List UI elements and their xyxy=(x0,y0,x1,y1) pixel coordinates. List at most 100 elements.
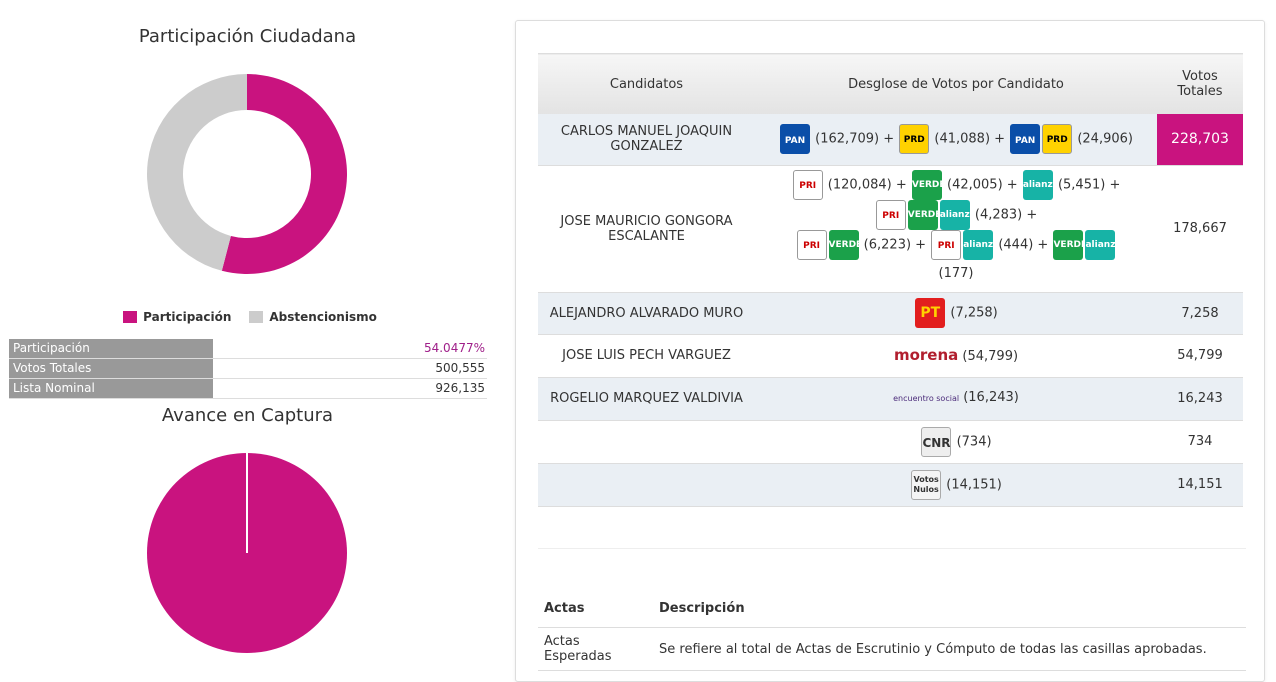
row-unregistered-candidates: CNR (734) 734 xyxy=(538,420,1243,464)
candidate-row-marquez: ROGELIO MARQUEZ VALDIVIA encuentro socia… xyxy=(538,377,1243,421)
breakdown-votes: (4,283) + xyxy=(974,207,1038,222)
null-votes-logo-icon: Votos Nulos xyxy=(911,469,942,500)
actas-header-row: Actas Descripción xyxy=(538,589,1246,628)
abstention-slice[interactable] xyxy=(147,74,247,271)
breakdown-votes: (7,258) xyxy=(950,305,998,321)
candidate-row-gongora: JOSE MAURICIO GONGORA ESCALANTE PRI (120… xyxy=(538,165,1243,293)
header-total-votes: Votos Totales xyxy=(1157,53,1243,114)
total-votes: 16,243 xyxy=(1157,377,1243,421)
prd-logo-icon: PRD xyxy=(1042,124,1073,155)
verde-logo-icon: VERDE xyxy=(911,169,946,200)
left-column: Participación Ciudadana Participación Ab… xyxy=(0,0,500,654)
verde-logo-icon: VERDE xyxy=(907,199,941,230)
actas-description: Se refiere al total de Actas de Escrutin… xyxy=(653,627,1246,671)
legend-item-abstention[interactable]: Abstencionismo xyxy=(249,310,377,324)
pan-logo-icon: PAN xyxy=(780,124,811,155)
header-descripcion: Descripción xyxy=(653,589,1246,628)
candidate-name xyxy=(538,463,755,507)
null-votes-logo-line1: Votos xyxy=(913,474,939,484)
verde-logo-icon: VERDE xyxy=(828,229,862,260)
stat-value: 926,135 xyxy=(435,381,485,395)
pri-logo-icon: PRI xyxy=(931,229,962,260)
legend-swatch-participation xyxy=(123,311,138,323)
legend-item-participation[interactable]: Participación xyxy=(123,310,231,324)
stat-label: Votos Totales xyxy=(9,359,213,378)
pri-logo-icon: PRI xyxy=(796,229,827,260)
total-votes-winner: 228,703 xyxy=(1157,114,1243,166)
vote-breakdown: Votos Nulos (14,151) xyxy=(755,463,1157,507)
breakdown-votes: (177) xyxy=(938,265,974,281)
participation-legend: Participación Abstencionismo xyxy=(0,310,500,324)
legend-swatch-abstention xyxy=(249,311,264,323)
vote-breakdown: PT (7,258) xyxy=(755,292,1157,335)
participation-slice[interactable] xyxy=(221,74,347,274)
results-panel: Candidatos Desglose de Votos por Candida… xyxy=(515,20,1265,682)
verde-logo-icon: VERDE xyxy=(1053,229,1087,260)
breakdown-votes: (120,084) + xyxy=(827,177,907,192)
candidate-name xyxy=(538,420,755,464)
results-table: Candidatos Desglose de Votos por Candida… xyxy=(538,53,1243,507)
actas-name: Actas Esperadas xyxy=(538,627,653,671)
candidate-row-pech: JOSE LUIS PECH VARGUEZ morena (54,799) 5… xyxy=(538,334,1243,378)
candidate-row-joaquin: CARLOS MANUEL JOAQUIN GONZALEZ PAN (162,… xyxy=(538,114,1243,166)
cnr-logo-icon: CNR xyxy=(921,426,952,457)
candidate-row-alvarado: ALEJANDRO ALVARADO MURO PT (7,258) 7,258 xyxy=(538,292,1243,335)
candidate-name: JOSE MAURICIO GONGORA ESCALANTE xyxy=(538,165,755,293)
total-votes: 734 xyxy=(1157,420,1243,464)
actas-row: Actas Esperadas Se refiere al total de A… xyxy=(538,627,1246,671)
header-candidates: Candidatos xyxy=(538,53,755,114)
pan-logo-icon: PAN xyxy=(1010,124,1041,155)
total-votes: 14,151 xyxy=(1157,463,1243,507)
breakdown-votes: (54,799) xyxy=(962,348,1019,364)
legend-label-participation: Participación xyxy=(143,310,232,324)
pri-logo-icon: PRI xyxy=(792,169,823,200)
participation-donut-chart xyxy=(147,74,347,274)
header-total-votes-line2: Totales xyxy=(1177,84,1223,99)
null-votes-logo-line2: Nulos xyxy=(913,484,939,494)
breakdown-votes: (162,709) + xyxy=(815,131,895,147)
encuentro-social-logo-icon: encuentro social xyxy=(893,394,960,403)
stats-table: Participación 54.0477% Votos Totales 500… xyxy=(9,339,487,399)
pri-logo-icon: PRI xyxy=(875,199,906,230)
candidate-name: CARLOS MANUEL JOAQUIN GONZALEZ xyxy=(538,114,755,166)
pt-logo-icon: PT xyxy=(915,298,946,328)
stat-value: 500,555 xyxy=(435,361,485,375)
participation-chart-title: Participación Ciudadana xyxy=(138,26,357,47)
results-header-row: Candidatos Desglose de Votos por Candida… xyxy=(538,53,1243,114)
capture-progress-pie-chart xyxy=(147,453,347,653)
breakdown-votes: (42,005) + xyxy=(947,177,1018,192)
prd-logo-icon: PRD xyxy=(899,124,930,155)
breakdown-votes: (5,451) + xyxy=(1057,177,1121,192)
stat-label: Participación xyxy=(9,339,213,358)
breakdown-votes: (14,151) xyxy=(946,477,1002,492)
vote-breakdown: PRI (120,084) + VERDE (42,005) + alianza… xyxy=(755,165,1157,293)
total-votes: 178,667 xyxy=(1157,165,1243,293)
capture-progress-title: Avance en Captura xyxy=(161,405,334,426)
breakdown-votes: (16,243) xyxy=(963,390,1019,405)
row-null-votes: Votos Nulos (14,151) 14,151 xyxy=(538,463,1243,507)
actas-table: Actas Descripción Actas Esperadas Se ref… xyxy=(538,589,1246,671)
breakdown-votes: (6,223) + xyxy=(863,237,927,252)
breakdown-votes: (444) + xyxy=(998,237,1049,252)
alianza-logo-icon: alianza xyxy=(963,229,999,260)
section-divider xyxy=(538,548,1246,549)
breakdown-votes: (41,088) + xyxy=(934,131,1006,147)
alianza-logo-icon: alianza xyxy=(1085,229,1122,260)
stat-row-total-votes: Votos Totales 500,555 xyxy=(9,359,487,379)
stat-row-nominal-list: Lista Nominal 926,135 xyxy=(9,379,487,399)
breakdown-votes: (24,906) xyxy=(1077,131,1133,147)
alianza-logo-icon: alianza xyxy=(939,199,976,230)
header-total-votes-line1: Votos xyxy=(1182,69,1218,84)
legend-label-abstention: Abstencionismo xyxy=(269,310,377,324)
vote-breakdown: encuentro social (16,243) xyxy=(755,377,1157,421)
stat-label: Lista Nominal xyxy=(9,379,213,398)
vote-breakdown: CNR (734) xyxy=(755,420,1157,464)
candidate-name: JOSE LUIS PECH VARGUEZ xyxy=(538,334,755,378)
header-actas: Actas xyxy=(538,589,653,628)
header-breakdown: Desglose de Votos por Candidato xyxy=(755,53,1157,114)
candidate-name: ROGELIO MARQUEZ VALDIVIA xyxy=(538,377,755,421)
candidate-name: ALEJANDRO ALVARADO MURO xyxy=(538,292,755,335)
vote-breakdown: PAN (162,709) + PRD (41,088) + PAN PRD (2… xyxy=(755,114,1157,166)
total-votes: 7,258 xyxy=(1157,292,1243,335)
stat-row-participation: Participación 54.0477% xyxy=(9,339,487,359)
